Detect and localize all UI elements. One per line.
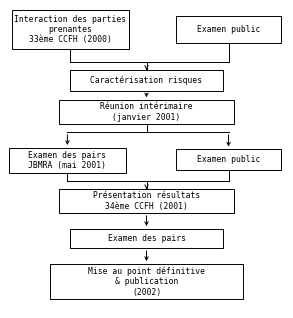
FancyBboxPatch shape: [59, 100, 234, 124]
FancyBboxPatch shape: [12, 10, 129, 49]
FancyBboxPatch shape: [176, 149, 281, 170]
FancyBboxPatch shape: [70, 229, 223, 248]
Text: Examen public: Examen public: [197, 155, 260, 164]
Text: Examen public: Examen public: [197, 25, 260, 34]
Text: Examen des pairs
JBMRA (mai 2001): Examen des pairs JBMRA (mai 2001): [28, 151, 106, 170]
Text: Examen des pairs: Examen des pairs: [108, 234, 185, 243]
FancyBboxPatch shape: [9, 148, 126, 173]
FancyBboxPatch shape: [59, 189, 234, 213]
FancyBboxPatch shape: [70, 70, 223, 91]
FancyBboxPatch shape: [176, 16, 281, 43]
FancyBboxPatch shape: [50, 264, 243, 299]
Text: Interaction des parties
prenantes
33ème CCFH (2000): Interaction des parties prenantes 33ème …: [14, 15, 126, 44]
Text: Présentation résultats
34ème CCFH (2001): Présentation résultats 34ème CCFH (2001): [93, 191, 200, 211]
Text: Réunion intérimaire
(janvier 2001): Réunion intérimaire (janvier 2001): [100, 102, 193, 122]
Text: Mise au point définitive
& publication
(2002): Mise au point définitive & publication (…: [88, 266, 205, 297]
Text: Caractérisation risques: Caractérisation risques: [91, 76, 202, 85]
